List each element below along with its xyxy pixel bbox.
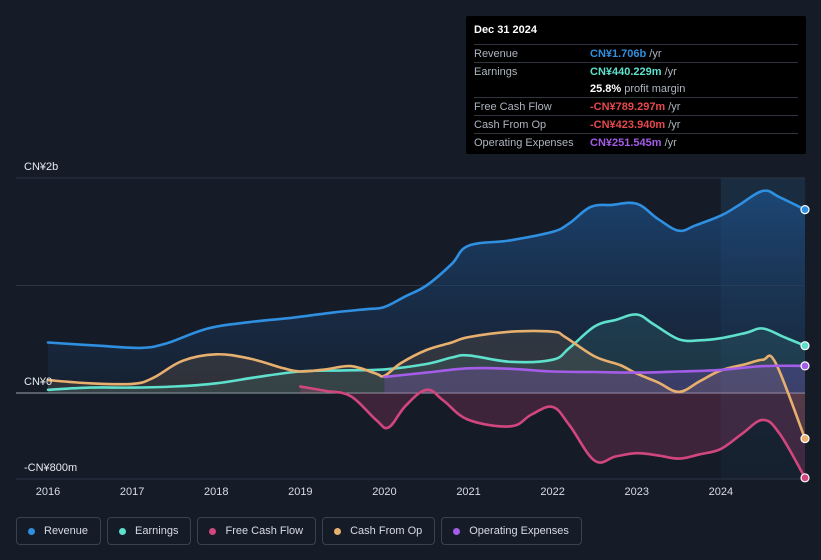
x-tick-label: 2018 xyxy=(204,486,228,498)
legend-item-earnings[interactable]: Earnings xyxy=(107,517,192,545)
series-areas xyxy=(48,190,805,478)
tooltip-label: Earnings xyxy=(474,65,518,78)
legend-item-operating-expenses[interactable]: Operating Expenses xyxy=(441,517,582,545)
tooltip-value: 25.8% xyxy=(590,82,622,95)
x-tick-label: 2024 xyxy=(709,486,733,498)
x-tick-label: 2016 xyxy=(36,486,60,498)
tooltip-label: Cash From Op xyxy=(474,118,547,131)
tooltip-row-earnings: Earnings CN¥440.229m/yr xyxy=(474,62,798,80)
free-cash-flow-end-marker xyxy=(800,473,810,483)
free-cash-flow-line xyxy=(299,385,807,480)
operating-expenses-end-marker xyxy=(800,361,810,371)
tooltip-value: CN¥440.229m xyxy=(590,65,662,78)
tooltip-label: Free Cash Flow xyxy=(474,100,552,113)
revenue-area xyxy=(48,190,805,393)
free-cash-flow-area xyxy=(300,386,805,478)
x-axis: 2016 2017 2018 2019 2020 2021 2022 2023 2024 xyxy=(36,486,733,498)
tooltip-unit: profit margin xyxy=(624,82,686,95)
series-lines xyxy=(46,189,807,480)
tooltip-row-revenue: Revenue CN¥1.706b/yr xyxy=(474,44,798,62)
x-tick-label: 2019 xyxy=(288,486,312,498)
cash-from-op-end-marker xyxy=(800,433,810,444)
legend-label: Earnings xyxy=(135,525,179,537)
legend: Revenue Earnings Free Cash Flow Cash From O… xyxy=(16,517,582,545)
tooltip-unit: /yr xyxy=(664,136,677,149)
x-tick-label: 2022 xyxy=(540,486,564,498)
tooltip-value: CN¥251.545m xyxy=(590,136,662,149)
tooltip-row-operating-expenses: Operating Expenses CN¥251.545m/yr xyxy=(474,133,798,151)
legend-dot-icon xyxy=(119,527,127,535)
tooltip-row-profit-margin: 25.8% profit margin xyxy=(474,80,798,97)
y-tick-label: -CN¥800m xyxy=(24,462,77,474)
y-tick-label: CN¥2b xyxy=(24,161,58,173)
tooltip-label: Revenue xyxy=(474,47,519,60)
tooltip-value: -CN¥423.940m xyxy=(590,118,666,131)
legend-label: Cash From Op xyxy=(350,525,423,537)
tooltip-unit: /yr xyxy=(649,47,662,60)
legend-dot-icon xyxy=(453,527,461,535)
revenue-end-marker xyxy=(800,205,810,215)
operating-expenses-area xyxy=(384,365,805,393)
legend-dot-icon xyxy=(209,527,217,535)
legend-item-cash-from-op[interactable]: Cash From Op xyxy=(322,517,436,545)
x-tick-label: 2023 xyxy=(625,486,649,498)
tooltip-label: Operating Expenses xyxy=(474,136,574,149)
tooltip-date: Dec 31 2024 xyxy=(474,24,537,36)
tooltip-row-free-cash-flow: Free Cash Flow -CN¥789.297m/yr xyxy=(474,97,798,115)
legend-label: Revenue xyxy=(44,525,89,537)
x-tick-label: 2020 xyxy=(372,486,396,498)
legend-item-revenue[interactable]: Revenue xyxy=(16,517,102,545)
earnings-line xyxy=(46,313,807,392)
legend-label: Free Cash Flow xyxy=(225,525,304,537)
tooltip-value: CN¥1.706b xyxy=(590,47,647,60)
series-end-markers xyxy=(800,205,810,483)
tooltip-unit: /yr xyxy=(668,100,681,113)
cash-from-op-area xyxy=(48,331,805,439)
tooltip-unit: /yr xyxy=(668,118,681,131)
tooltip-row-cash-from-op: Cash From Op -CN¥423.940m/yr xyxy=(474,115,798,133)
tooltip-value: -CN¥789.297m xyxy=(590,100,666,113)
y-tick-label: CN¥0 xyxy=(24,376,52,388)
tooltip-unit: /yr xyxy=(664,65,677,78)
legend-item-free-cash-flow[interactable]: Free Cash Flow xyxy=(197,517,317,545)
legend-dot-icon xyxy=(28,527,35,535)
legend-dot-icon xyxy=(334,527,342,535)
tooltip-panel: Dec 31 2024 Revenue CN¥1.706b/yr Earnings C… xyxy=(466,16,806,154)
x-tick-label: 2017 xyxy=(120,486,144,498)
x-tick-label: 2021 xyxy=(456,486,480,498)
y-axis: CN¥2b CN¥0 -CN¥800m xyxy=(24,161,77,474)
cash-from-op-line xyxy=(46,329,807,440)
legend-label: Operating Expenses xyxy=(469,525,569,537)
earnings-end-marker xyxy=(800,341,810,351)
revenue-line xyxy=(46,189,807,350)
operating-expenses-line xyxy=(383,364,807,379)
tooltip-rows: Revenue CN¥1.706b/yr Earnings CN¥440.229m/y… xyxy=(474,44,798,151)
